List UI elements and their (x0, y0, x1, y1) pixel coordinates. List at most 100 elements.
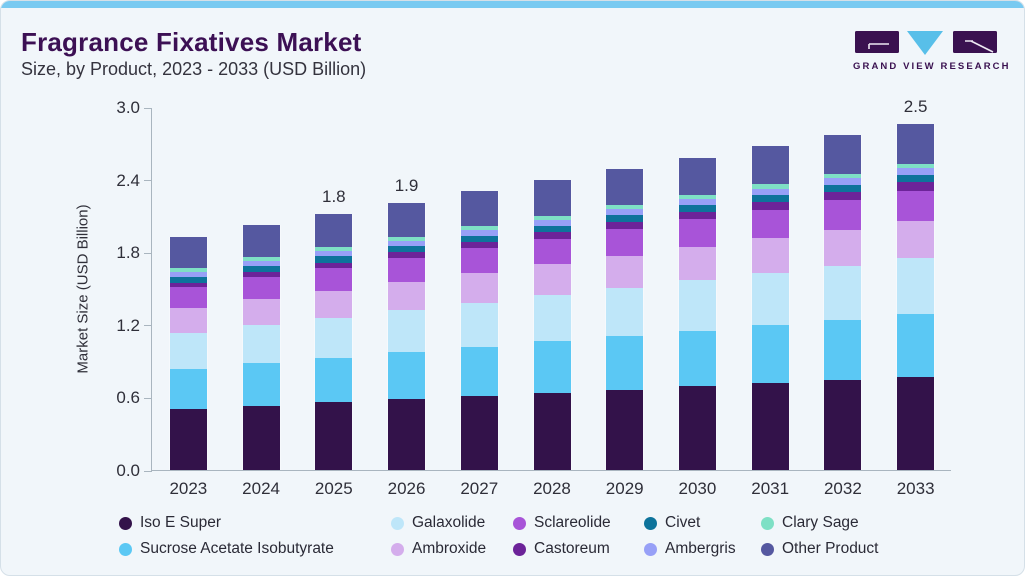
bar-segment-castoreum-2029[interactable] (606, 222, 644, 229)
bar-segment-sclareolide-2026[interactable] (388, 257, 426, 282)
bar-segment-sclareolide-2025[interactable] (315, 267, 353, 291)
legend-item-ambergris[interactable]: Ambergris (644, 540, 761, 558)
bar-segment-castoreum-2023[interactable] (169, 282, 207, 287)
bar-segment-iso-e-super-2033[interactable] (897, 376, 935, 470)
bar-segment-galaxolide-2026[interactable] (388, 310, 426, 353)
bar-segment-other-product-2032[interactable] (824, 135, 862, 175)
bar-segment-sucrose-acetate-isobutyrate-2027[interactable] (460, 346, 498, 396)
bar-segment-ambergris-2030[interactable] (678, 199, 716, 206)
bar-segment-civet-2026[interactable] (388, 245, 426, 253)
bar-segment-sclareolide-2032[interactable] (824, 200, 862, 231)
bar-segment-ambroxide-2026[interactable] (388, 281, 426, 311)
bar-segment-other-product-2023[interactable] (169, 236, 207, 268)
bar-segment-civet-2029[interactable] (606, 215, 644, 223)
bar-2026[interactable] (387, 202, 427, 470)
bar-segment-civet-2028[interactable] (533, 225, 571, 233)
bar-segment-ambergris-2024[interactable] (242, 261, 280, 267)
bar-2033[interactable] (896, 123, 936, 470)
bar-segment-iso-e-super-2027[interactable] (460, 395, 498, 470)
bar-segment-castoreum-2032[interactable] (824, 192, 862, 201)
bar-segment-civet-2030[interactable] (678, 205, 716, 213)
bar-segment-clary-sage-2026[interactable] (388, 236, 426, 241)
bar-segment-castoreum-2024[interactable] (242, 272, 280, 277)
bar-segment-galaxolide-2032[interactable] (824, 265, 862, 320)
bar-segment-civet-2024[interactable] (242, 266, 280, 273)
bar-segment-ambroxide-2030[interactable] (678, 247, 716, 281)
bar-segment-ambergris-2026[interactable] (388, 240, 426, 246)
bar-segment-castoreum-2028[interactable] (533, 232, 571, 239)
bar-segment-civet-2027[interactable] (460, 235, 498, 243)
bar-2030[interactable] (677, 157, 717, 470)
bar-segment-sucrose-acetate-isobutyrate-2028[interactable] (533, 341, 571, 393)
bar-segment-ambroxide-2024[interactable] (242, 298, 280, 326)
bar-segment-ambergris-2028[interactable] (533, 219, 571, 226)
bar-segment-castoreum-2025[interactable] (315, 262, 353, 268)
bar-segment-galaxolide-2028[interactable] (533, 295, 571, 342)
bar-segment-civet-2033[interactable] (897, 174, 935, 182)
bar-segment-other-product-2031[interactable] (751, 146, 789, 185)
legend-item-clary-sage[interactable]: Clary Sage (761, 514, 911, 532)
bar-segment-sucrose-acetate-isobutyrate-2032[interactable] (824, 319, 862, 380)
bar-segment-other-product-2027[interactable] (460, 191, 498, 227)
legend-item-ambroxide[interactable]: Ambroxide (391, 540, 513, 558)
bar-segment-sucrose-acetate-isobutyrate-2029[interactable] (606, 335, 644, 390)
bar-segment-ambergris-2033[interactable] (897, 167, 935, 175)
bar-2024[interactable] (241, 225, 281, 470)
bar-segment-ambroxide-2033[interactable] (897, 221, 935, 258)
bar-segment-ambroxide-2029[interactable] (606, 255, 644, 288)
bar-segment-sclareolide-2024[interactable] (242, 276, 280, 299)
bar-segment-other-product-2026[interactable] (388, 202, 426, 237)
bar-segment-galaxolide-2033[interactable] (897, 257, 935, 315)
bar-2028[interactable] (532, 179, 572, 470)
bar-segment-iso-e-super-2026[interactable] (388, 399, 426, 470)
bar-segment-galaxolide-2025[interactable] (315, 317, 353, 358)
bar-segment-other-product-2030[interactable] (678, 157, 716, 196)
bar-segment-ambroxide-2025[interactable] (315, 290, 353, 318)
bar-segment-castoreum-2027[interactable] (460, 242, 498, 249)
bar-segment-ambroxide-2032[interactable] (824, 230, 862, 266)
bar-segment-sucrose-acetate-isobutyrate-2025[interactable] (315, 357, 353, 403)
bar-segment-castoreum-2031[interactable] (751, 201, 789, 210)
bar-segment-iso-e-super-2023[interactable] (169, 408, 207, 470)
bar-segment-galaxolide-2030[interactable] (678, 280, 716, 331)
bar-segment-sclareolide-2028[interactable] (533, 238, 571, 265)
bar-segment-ambroxide-2031[interactable] (751, 238, 789, 273)
bar-segment-sucrose-acetate-isobutyrate-2023[interactable] (169, 368, 207, 409)
bar-segment-iso-e-super-2029[interactable] (606, 389, 644, 470)
bar-2031[interactable] (750, 146, 790, 470)
bar-2032[interactable] (823, 134, 863, 470)
bar-segment-civet-2032[interactable] (824, 184, 862, 193)
bar-segment-clary-sage-2024[interactable] (242, 257, 280, 262)
bar-segment-clary-sage-2028[interactable] (533, 215, 571, 220)
bar-segment-castoreum-2033[interactable] (897, 181, 935, 191)
legend-item-iso-e-super[interactable]: Iso E Super (119, 514, 391, 532)
bar-segment-ambroxide-2028[interactable] (533, 264, 571, 296)
legend-item-galaxolide[interactable]: Galaxolide (391, 514, 513, 532)
bar-segment-iso-e-super-2030[interactable] (678, 386, 716, 470)
bar-2029[interactable] (605, 168, 645, 470)
bar-segment-iso-e-super-2028[interactable] (533, 392, 571, 470)
bar-segment-other-product-2033[interactable] (897, 123, 935, 164)
bar-segment-sucrose-acetate-isobutyrate-2031[interactable] (751, 324, 789, 384)
bar-2025[interactable] (314, 214, 354, 470)
bar-segment-galaxolide-2029[interactable] (606, 287, 644, 336)
legend-item-sclareolide[interactable]: Sclareolide (513, 514, 644, 532)
bar-segment-galaxolide-2031[interactable] (751, 272, 789, 325)
bar-segment-clary-sage-2029[interactable] (606, 205, 644, 210)
bar-segment-sclareolide-2033[interactable] (897, 190, 935, 222)
bar-2023[interactable] (168, 236, 208, 470)
bar-segment-clary-sage-2027[interactable] (460, 226, 498, 231)
bar-segment-other-product-2024[interactable] (242, 225, 280, 258)
bar-segment-galaxolide-2024[interactable] (242, 325, 280, 364)
bar-segment-clary-sage-2023[interactable] (169, 267, 207, 272)
legend-item-castoreum[interactable]: Castoreum (513, 540, 644, 558)
bar-segment-sucrose-acetate-isobutyrate-2026[interactable] (388, 352, 426, 400)
bar-segment-sclareolide-2030[interactable] (678, 219, 716, 248)
bar-segment-sclareolide-2029[interactable] (606, 228, 644, 256)
legend-item-other-product[interactable]: Other Product (761, 540, 911, 558)
bar-segment-clary-sage-2033[interactable] (897, 163, 935, 168)
bar-segment-ambroxide-2023[interactable] (169, 307, 207, 333)
bar-segment-other-product-2028[interactable] (533, 180, 571, 216)
bar-segment-ambergris-2027[interactable] (460, 230, 498, 236)
bar-segment-clary-sage-2025[interactable] (315, 247, 353, 252)
